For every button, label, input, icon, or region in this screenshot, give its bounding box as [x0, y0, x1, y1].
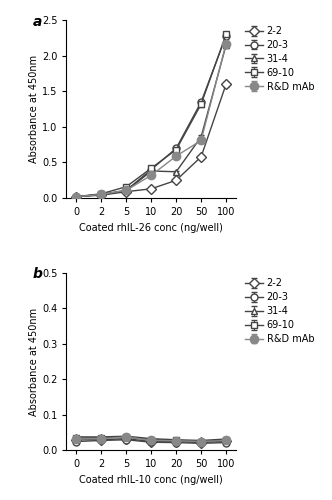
Legend: 2-2, 20-3, 31-4, 69-10, R&D mAb: 2-2, 20-3, 31-4, 69-10, R&D mAb — [244, 25, 315, 92]
X-axis label: Coated rhIL-10 conc (ng/well): Coated rhIL-10 conc (ng/well) — [79, 475, 223, 485]
Text: b: b — [33, 268, 42, 281]
Text: a: a — [33, 15, 42, 29]
Legend: 2-2, 20-3, 31-4, 69-10, R&D mAb: 2-2, 20-3, 31-4, 69-10, R&D mAb — [244, 278, 315, 345]
X-axis label: Coated rhIL-26 conc (ng/well): Coated rhIL-26 conc (ng/well) — [79, 222, 223, 232]
Y-axis label: Absorbance at 450nm: Absorbance at 450nm — [29, 308, 39, 416]
Y-axis label: Absorbance at 450nm: Absorbance at 450nm — [29, 55, 39, 163]
